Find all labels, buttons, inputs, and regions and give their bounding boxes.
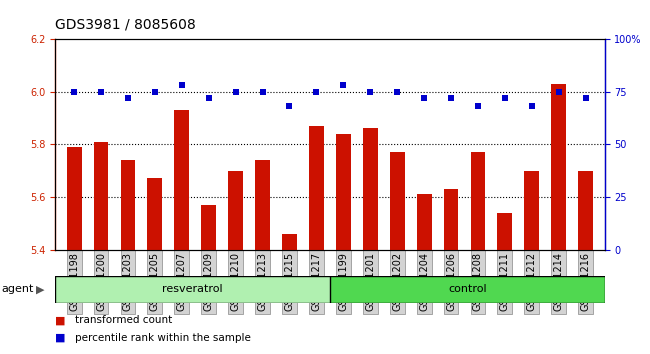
Bar [94, 142, 109, 250]
Text: control: control [448, 284, 486, 295]
Point [177, 82, 187, 88]
Bar [363, 129, 378, 250]
Bar [174, 110, 189, 250]
Point [580, 95, 591, 101]
Point [365, 89, 376, 95]
Bar [309, 126, 324, 250]
Bar [471, 152, 486, 250]
Text: resveratrol: resveratrol [162, 284, 223, 295]
Point [473, 103, 483, 109]
Point [311, 89, 322, 95]
Bar [390, 152, 404, 250]
Text: ■: ■ [55, 333, 66, 343]
Bar [330, 276, 604, 303]
Bar [497, 213, 512, 250]
Text: GDS3981 / 8085608: GDS3981 / 8085608 [55, 18, 196, 32]
Bar [148, 178, 162, 250]
Text: ▶: ▶ [36, 284, 44, 295]
Bar [282, 234, 297, 250]
Bar [255, 160, 270, 250]
Point [526, 103, 537, 109]
Point [203, 95, 214, 101]
Text: transformed count: transformed count [75, 315, 172, 325]
Point [69, 89, 79, 95]
Point [96, 89, 106, 95]
Text: agent: agent [1, 284, 34, 295]
Text: ■: ■ [55, 315, 66, 325]
Bar [228, 171, 243, 250]
Bar [525, 171, 540, 250]
Text: percentile rank within the sample: percentile rank within the sample [75, 333, 251, 343]
Point [257, 89, 268, 95]
Point [500, 95, 510, 101]
Bar [578, 171, 593, 250]
Bar [202, 205, 216, 250]
Point [338, 82, 348, 88]
Bar [336, 134, 351, 250]
Bar [120, 160, 135, 250]
Point [150, 89, 160, 95]
Bar [551, 84, 566, 250]
Point [446, 95, 456, 101]
Point [554, 89, 564, 95]
Point [231, 89, 241, 95]
Point [123, 95, 133, 101]
Point [284, 103, 294, 109]
Point [392, 89, 402, 95]
Bar [67, 147, 81, 250]
Bar [444, 189, 458, 250]
Point [419, 95, 429, 101]
Bar [55, 276, 330, 303]
Bar [417, 194, 432, 250]
